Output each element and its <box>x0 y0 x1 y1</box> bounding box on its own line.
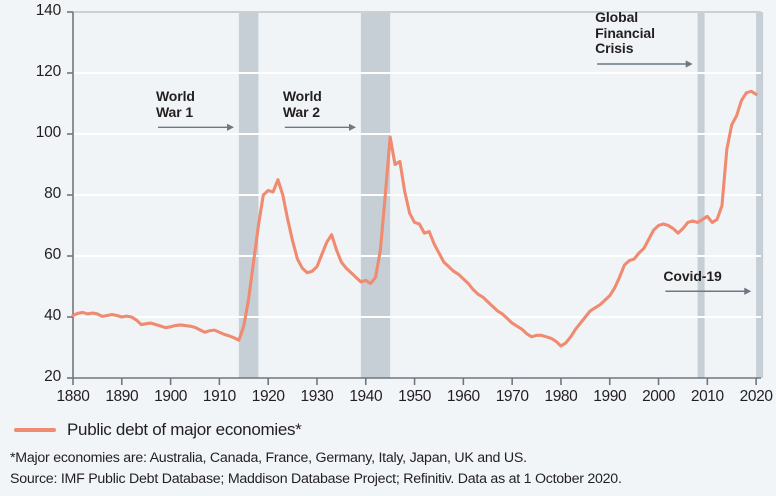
y-tick-label: 60 <box>44 246 61 263</box>
annotation-arrow-world-war-2 <box>284 123 357 131</box>
chart-legend: Public debt of major economies* <box>14 420 302 440</box>
footnote-major-economies: *Major economies are: Australia, Canada,… <box>10 450 527 466</box>
x-tick-label: 1930 <box>300 388 334 405</box>
x-tick-label: 1890 <box>105 388 139 405</box>
annotation-world-war-2: World War 2 <box>282 88 322 120</box>
legend-series-label: Public debt of major economies* <box>67 420 302 439</box>
series-line <box>71 89 758 348</box>
y-tick-label: 20 <box>44 368 61 385</box>
x-tick-label: 1900 <box>154 388 188 405</box>
x-tick-label: 2020 <box>739 388 773 405</box>
annotation-global-financial-crisis: Global Financial Crisis <box>595 9 655 57</box>
x-tick-label: 1960 <box>446 388 480 405</box>
annotation-world-war-1: World War 1 <box>155 88 195 120</box>
y-tick-label: 120 <box>35 63 61 80</box>
chart-plot-area <box>67 11 764 385</box>
y-tick-label: 140 <box>35 2 61 19</box>
annotation-arrow-global-financial-crisis <box>597 60 693 68</box>
legend-color-swatch <box>14 428 56 432</box>
x-tick-label: 1990 <box>593 388 627 405</box>
x-tick-label: 1970 <box>495 388 529 405</box>
annotation-arrow-world-war-1 <box>157 123 235 131</box>
y-tick-label: 100 <box>35 124 61 141</box>
x-tick-label: 1950 <box>398 388 431 405</box>
x-tick-label: 2000 <box>642 388 675 405</box>
x-tick-label: 1910 <box>202 388 236 405</box>
x-tick-label: 1980 <box>544 388 578 405</box>
annotation-arrow-covid-19 <box>665 287 752 295</box>
y-tick-label: 80 <box>44 185 61 202</box>
x-tick-label: 2010 <box>690 388 724 405</box>
annotation-covid-19: Covid-19 <box>663 268 722 285</box>
x-tick-label: 1940 <box>349 388 383 405</box>
x-tick-label: 1880 <box>56 388 90 405</box>
x-tick-label: 1920 <box>251 388 285 405</box>
y-tick-label: 40 <box>44 307 61 324</box>
footnote-source: Source: IMF Public Debt Database; Maddis… <box>10 471 622 487</box>
